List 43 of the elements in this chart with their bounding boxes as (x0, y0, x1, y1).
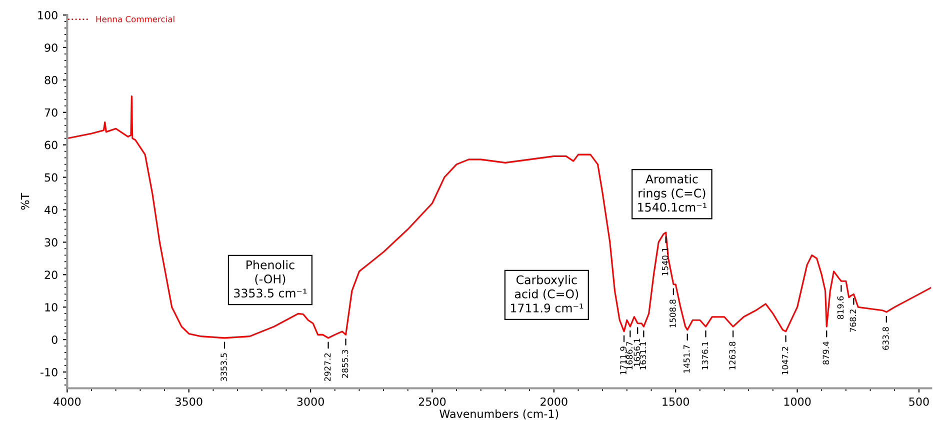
x-tick-label: 2500 (418, 397, 446, 406)
annotation: 1451.7 (684, 345, 690, 373)
annotation: 1711.9 (620, 346, 626, 374)
y-tick-label: 50 (44, 173, 58, 182)
y-axis-title: %T (20, 192, 30, 210)
annotation: 819.6 (837, 296, 844, 320)
annotation: 1540.1 (662, 248, 668, 276)
y-tick-label: 80 (44, 76, 58, 84)
x-tick-label: 3000 (297, 397, 324, 406)
annotation: 3353.5 (220, 353, 227, 382)
y-tick-label: 40 (44, 206, 58, 214)
y-tick-label: -10 (40, 368, 58, 376)
annotation: Phenolic (-OH) 3353.5 cm⁻¹ (234, 260, 307, 298)
y-tick-label: 20 (44, 270, 58, 280)
y-tick-label: 90 (44, 43, 58, 52)
y-tick-label: 60 (44, 140, 58, 150)
x-axis-title: Wavenumbers (cm-1) (440, 409, 558, 420)
annotation: 1656.1 (634, 338, 640, 366)
annotation: 879.4 (822, 342, 830, 364)
x-tick-label: 4000 (54, 397, 81, 406)
x-tick-label: 2000 (540, 397, 568, 406)
x-tick-label: 1500 (662, 397, 689, 406)
y-tick-label: 70 (44, 108, 58, 117)
annotation: 1376.1 (702, 342, 708, 370)
y-tick-label: 100 (38, 10, 58, 20)
annotation: 1686.7 (626, 342, 633, 370)
y-tick-label: 10 (45, 303, 58, 312)
annotation: Aromatic rings (C=C) 1540.1cm⁻¹ (638, 174, 706, 212)
annotation: 1263.8 (729, 342, 736, 370)
annotation: 2855.3 (342, 350, 348, 378)
annotation: 1047.2 (782, 346, 788, 374)
annotation: 633.8 (882, 327, 889, 350)
annotation: Carboxylic acid (C=O) 1711.9 cm⁻¹ (510, 275, 584, 312)
annotation: 1508.8 (670, 300, 676, 328)
x-tick-label: 1000 (784, 397, 811, 406)
annotation: 2927.2 (324, 353, 331, 382)
x-tick-label: 500 (909, 397, 929, 406)
annotation: 1631.1 (640, 342, 646, 370)
y-tick-label: 30 (44, 238, 58, 247)
x-tick-label: 3500 (176, 397, 202, 406)
y-tick-label: 0 (52, 336, 58, 344)
annotation: 768.2 (850, 310, 856, 332)
text: Henna Commercial (96, 16, 174, 22)
